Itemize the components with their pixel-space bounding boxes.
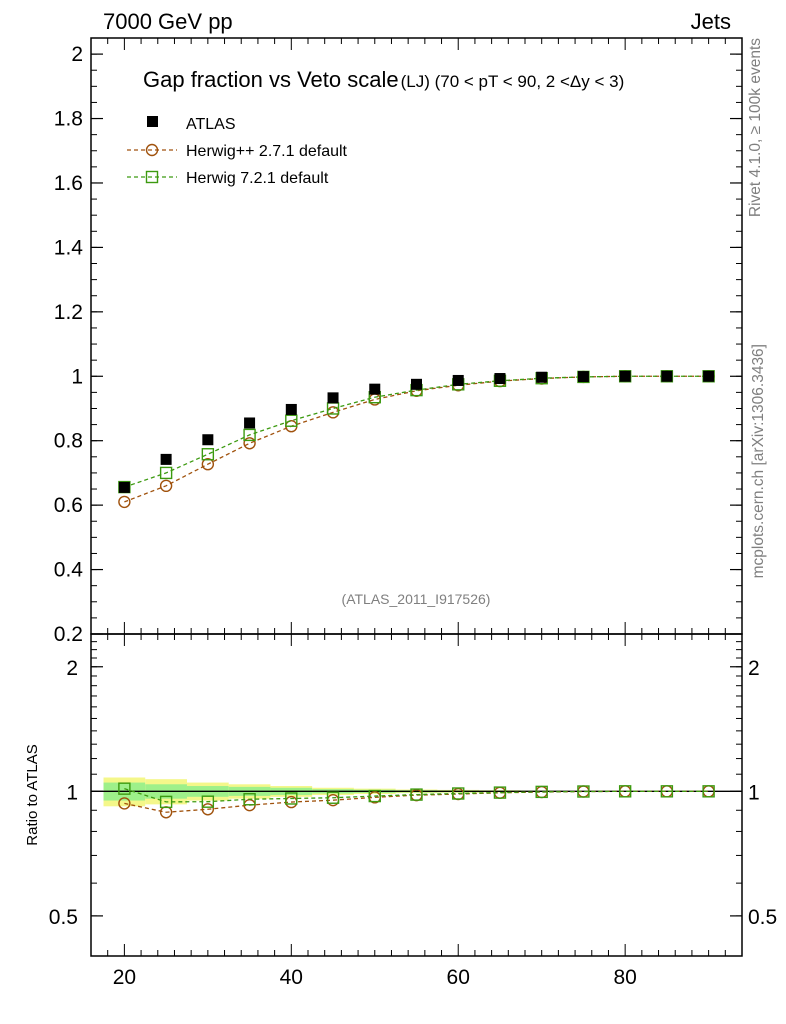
main-atlas-point <box>369 383 381 395</box>
main-herwigpp-point <box>243 437 256 450</box>
ratio-y-tick-label-left: 1 <box>66 781 78 804</box>
y-tick-label: 1.6 <box>54 172 83 195</box>
ratio-herwig7-point <box>702 785 715 798</box>
legend-label-herwig7: Herwig 7.2.1 default <box>186 170 329 187</box>
ratio-herwig7-point <box>493 786 507 799</box>
ratio-y-tick-label-right: 2 <box>748 657 760 680</box>
main-atlas-point <box>118 481 130 493</box>
main-atlas-point <box>202 434 214 446</box>
y-tick-label: 0.6 <box>54 494 83 517</box>
ratio-series <box>118 782 715 819</box>
ratio-ylabel: Ratio to ATLAS <box>24 744 41 845</box>
main-atlas-point <box>703 370 715 382</box>
legend-marker-atlas <box>147 116 158 127</box>
main-herwigpp-point <box>118 495 131 509</box>
ratio-herwig7-point <box>118 782 131 795</box>
chart-title: Gap fraction vs Veto scale (LJ) (70 < pT … <box>143 67 624 92</box>
main-herwig7-point <box>159 466 173 480</box>
header-left: 7000 GeV pp <box>103 9 233 34</box>
main-herwig7-point <box>243 428 256 442</box>
ratio-herwig7-point <box>285 792 298 805</box>
ratio-herwigpp-point <box>118 797 131 810</box>
main-herwigpp-point <box>159 479 173 493</box>
ratio-y-tick-label-right: 1 <box>748 781 760 804</box>
ratio-herwigpp-point <box>201 803 215 816</box>
main-atlas-point <box>577 371 589 383</box>
y-tick-label: 1.8 <box>54 108 83 131</box>
ratio-herwig7-point <box>618 785 632 798</box>
ratio-herwig7-point <box>243 793 256 806</box>
main-herwigpp-point <box>201 458 215 471</box>
ratio-y-tick-label-right: 0.5 <box>748 906 777 929</box>
legend-label-atlas: ATLAS <box>186 116 236 133</box>
ratio-herwig7-point <box>660 785 674 798</box>
mcplots-label: mcplots.cern.ch [arXiv:1306.3436] <box>750 344 767 578</box>
main-herwig7-line <box>124 375 709 488</box>
y-tick-label: 0.8 <box>54 430 83 453</box>
main-series <box>118 370 715 509</box>
x-tick-label: 40 <box>280 966 303 989</box>
main-atlas-point <box>285 403 297 415</box>
main-herwig7-point <box>285 414 298 427</box>
ratio-y-tick-label-left: 2 <box>66 657 78 680</box>
header-right: Jets <box>691 9 731 34</box>
main-atlas-point <box>536 371 548 383</box>
ratio-axis-ticks: 0.5 0.5 1 1 2 2 20 40 60 80 <box>49 633 777 989</box>
ratio-herwig7-point <box>368 789 381 803</box>
main-axis-ticks: 0.2 0.4 0.6 0.8 1 1.2 1.4 1.6 1.8 2 <box>54 37 743 646</box>
chart-title-suffix: (LJ) (70 < pT < 90, 2 <Δy < 3) <box>401 72 625 91</box>
legend-marker-herwigpp <box>145 143 159 157</box>
ratio-herwig7-point <box>577 785 590 798</box>
rivet-label: Rivet 4.1.0, ≥ 100k events <box>747 38 764 217</box>
y-tick-label: 1.2 <box>54 301 83 324</box>
y-tick-label: 0.2 <box>54 623 83 646</box>
ratio-herwig7-point <box>410 788 423 801</box>
ratio-herwig7-point <box>201 795 215 808</box>
ratio-uncertainty-band <box>91 777 742 807</box>
y-tick-label: 1 <box>71 365 83 388</box>
ratio-herwig7-line <box>124 788 709 803</box>
ratio-herwigpp-line <box>124 790 709 813</box>
analysis-watermark: (ATLAS_2011_I917526) <box>342 591 491 607</box>
x-tick-label: 20 <box>113 966 136 989</box>
ratio-herwig7-point <box>326 791 340 804</box>
main-herwig7-point <box>201 448 215 461</box>
main-atlas-point <box>244 417 256 429</box>
x-tick-label: 60 <box>447 966 470 989</box>
main-panel: 0.2 0.4 0.6 0.8 1 1.2 1.4 1.6 1.8 2 <box>54 37 743 646</box>
main-herwigpp-line <box>124 375 709 503</box>
ratio-frame <box>90 633 743 957</box>
main-atlas-point <box>452 374 464 386</box>
main-atlas-point <box>411 378 422 390</box>
ratio-herwig7-point <box>535 785 548 799</box>
x-tick-label: 80 <box>613 966 636 989</box>
main-atlas-point <box>661 370 673 382</box>
main-atlas-point <box>494 373 506 385</box>
ratio-panel: 0.5 0.5 1 1 2 2 20 40 60 80 <box>49 633 777 989</box>
ratio-y-tick-label-left: 0.5 <box>49 906 78 929</box>
y-tick-label: 0.4 <box>54 559 84 582</box>
chart-title-main: Gap fraction vs Veto scale <box>143 67 399 92</box>
main-atlas-point <box>619 370 631 382</box>
y-tick-label: 2 <box>71 43 83 66</box>
legend-marker-herwig7 <box>145 170 159 184</box>
legend-label-herwigpp: Herwig++ 2.7.1 default <box>186 143 348 160</box>
y-tick-label: 1.4 <box>54 236 84 259</box>
legend: ATLAS Herwig++ 2.7.1 default Herwig 7.2.… <box>127 116 348 187</box>
ratio-herwig7-point <box>452 787 465 800</box>
ratio-herwig7-point <box>159 795 173 809</box>
main-atlas-point <box>160 453 172 465</box>
main-atlas-point <box>327 392 339 404</box>
